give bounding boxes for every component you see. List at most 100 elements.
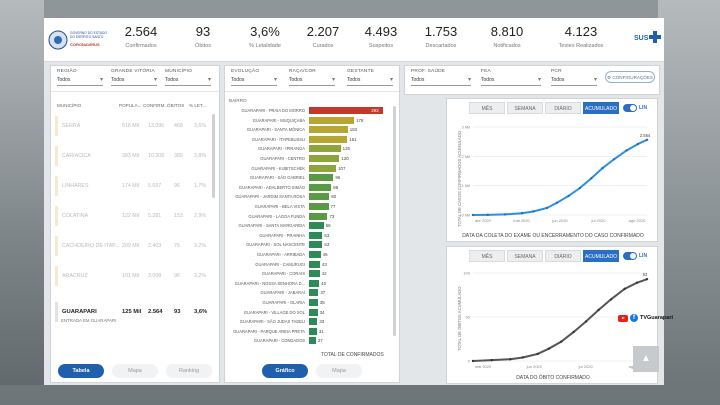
tab-mapa-bairros[interactable]: Mapa (316, 364, 362, 378)
table-row[interactable]: ARACRUZ 101 Mil 3.008 96 3,2% (55, 266, 213, 286)
bar-row[interactable]: GUARAPARI - ARRIBADA 46 (225, 250, 395, 259)
col-municipio[interactable]: MUNICÍPIO (57, 103, 82, 108)
table-cell-ob: 96 (174, 273, 180, 279)
bar-row[interactable]: GUARAPARI - SOL NASCENTE 53 (225, 240, 395, 249)
kpi-card: 93 Óbitos (172, 24, 234, 50)
filter-pcr[interactable]: PCR Todos (551, 69, 597, 86)
bar-row[interactable]: GUARAPARI - MUQUIÇABA 178 (225, 116, 395, 125)
col-confirmados[interactable]: CONFIRM... (143, 103, 169, 108)
cases-lin-toggle[interactable]: LIN (623, 103, 647, 113)
scroll-top-button[interactable]: ▲ (633, 346, 659, 372)
bar-row[interactable]: GUARAPARI - JABARAÍ 37 (225, 288, 395, 297)
data-point (635, 281, 639, 284)
bar-row[interactable]: GUARAPARI - VILLAGE DO SOL 34 (225, 308, 395, 317)
x-tick-label: ago 2020 (629, 218, 646, 223)
bar-chart-scrollbar[interactable] (393, 106, 396, 336)
bar-row[interactable]: GUARAPARI - SÃO GABRIEL 96 (225, 173, 395, 182)
col-populacao[interactable]: POPULA... (119, 103, 142, 108)
deaths-chart-tabs: MÊS SEMANA DIÁRIO ACUMULADO (469, 250, 619, 262)
table-row[interactable]: SERRA 518 Mil 13.096 468 3,6% (55, 116, 213, 136)
col-letalidade[interactable]: % LET... (189, 103, 207, 108)
table-row[interactable]: COLATINA 122 Mil 5.281 153 2,9% (55, 206, 213, 226)
cases-tab-diario[interactable]: DIÁRIO (545, 102, 581, 114)
filter-raca-cor[interactable]: RAÇA/COR Todos (289, 69, 335, 86)
table-cell-name: COLATINA (62, 213, 89, 219)
deaths-xlabel: DATA DO ÓBITO CONFIRMADO (516, 375, 590, 381)
tab-ranking[interactable]: Ranking (166, 364, 212, 378)
x-tick-label: jun 2020 (551, 218, 568, 223)
bar-row[interactable]: GUARAPARI - ITAPEBUSSU 151 (225, 135, 395, 144)
state-logo: GOVERNO DO ESTADO DO ESPÍRITO SANTO CORO… (48, 30, 107, 50)
bar-row[interactable]: GUARAPARI - CENTRO 120 (225, 154, 395, 163)
bar-row[interactable]: GUARAPARI - IPIRANGA 125 (225, 144, 395, 153)
filter-evolucao[interactable]: EVOLUÇÃO Todos (231, 69, 277, 86)
deaths-tab-acumulado[interactable]: ACUMULADO (583, 250, 619, 262)
bar (309, 116, 355, 124)
tab-mapa[interactable]: Mapa (112, 364, 158, 378)
bar-row[interactable]: GUARAPARI - PRAINHA 53 (225, 231, 395, 240)
cases-tab-mes[interactable]: MÊS (469, 102, 505, 114)
filter-regiao[interactable]: REGIÃO Todos (57, 69, 103, 86)
bar-row[interactable]: GUARAPARI - CAMURUGI 43 (225, 260, 395, 269)
bar-row[interactable]: GUARAPARI - PRAIA DO MORRO 293 (225, 106, 395, 115)
table-row[interactable]: CACHOEIRO DE ITAP... 209 Mil 2.403 76 3,2% (55, 236, 213, 256)
deaths-tab-mes[interactable]: MÊS (469, 250, 505, 262)
filter-grande-vitoria[interactable]: GRANDE VITÓRIA Todos (111, 69, 157, 86)
bar-row[interactable]: GUARAPARI - ADALBERTO SIMÃO 88 (225, 183, 395, 192)
bar-value: 80 (331, 194, 337, 200)
settings-button[interactable]: ⚙ CONFIGURAÇÕES (605, 71, 655, 83)
cases-tab-acumulado[interactable]: ACUMULADO (583, 102, 619, 114)
table-row-selected[interactable]: GUARAPARI 125 Mil 2.564 93 3,6% (55, 302, 213, 322)
bar-row[interactable]: GUARAPARI - CORAIS 42 (225, 269, 395, 278)
bar-row[interactable]: GUARAPARI - KUBITSCHEK 107 (225, 164, 395, 173)
bar-row[interactable]: GUARAPARI - PARQUE AREIA PRETA 31 (225, 327, 395, 336)
bar-row[interactable]: GUARAPARI - BELA VISTA 77 (225, 202, 395, 211)
bar-value: 42 (321, 271, 327, 277)
cases-tab-semana[interactable]: SEMANA (507, 102, 543, 114)
table-cell-let: 3,2% (194, 243, 207, 249)
tab-grafico[interactable]: Gráfico (262, 364, 308, 378)
kpi-label: Suspeitos (368, 43, 394, 49)
filter-fea[interactable]: FEA Todos (481, 69, 541, 86)
table-row[interactable]: LINHARES 174 Mil 5.697 96 1,7% (55, 176, 213, 196)
kpi-label: Notificados (493, 43, 521, 49)
table-scrollbar[interactable] (212, 114, 215, 198)
deaths-tab-diario[interactable]: DIÁRIO (545, 250, 581, 262)
bar (309, 327, 317, 335)
bar-label: GUARAPARI - ARRIBADA (256, 252, 305, 257)
table-cell-ob: 389 (174, 153, 183, 159)
bar-row[interactable]: GUARAPARI - NOSSA SENHORA D... 40 (225, 279, 395, 288)
facebook-icon: f (630, 314, 638, 322)
table-row[interactable]: CARIACICA 383 Mil 10.208 389 3,8% (55, 146, 213, 166)
table-cell-conf: 5.281 (148, 213, 162, 219)
col-obitos[interactable]: ÓBITOS (167, 103, 185, 108)
bar-value: 40 (321, 280, 327, 286)
x-tick-label: jul 2020 (578, 364, 594, 369)
bar-row[interactable]: GUARAPARI - JARDIM SANTA ROSA 80 (225, 192, 395, 201)
bar-row[interactable]: GUARAPARI - CONDADOS 27 (225, 336, 395, 345)
filter-prof-saude[interactable]: PROF. SAÚDE Todos (411, 69, 471, 86)
bar-label: GUARAPARI - SOL NASCENTE (246, 242, 305, 248)
bar-row[interactable]: GUARAPARI - SANTA MÔNICA 153 (225, 125, 395, 134)
kpi-label: Curados (312, 43, 334, 49)
deaths-tab-semana[interactable]: SEMANA (507, 250, 543, 262)
bar-row[interactable]: GUARAPARI - OLARIA 35 (225, 298, 395, 307)
data-point (490, 358, 493, 362)
bar-label: GUARAPARI - KUBITSCHEK (251, 165, 305, 171)
deaths-lin-toggle[interactable]: LIN (623, 251, 647, 261)
filter-municipio[interactable]: MUNICÍPIO Todos (165, 69, 211, 86)
kpi-card: 2.564 Confirmados (110, 24, 172, 50)
logo-text-1: GOVERNO DO ESTADO (70, 31, 107, 35)
background-bottom (0, 385, 720, 405)
bar-row[interactable]: GUARAPARI - SÃO JUDAS TADEU 33 (225, 317, 395, 326)
table-cell-ob: 76 (174, 243, 180, 249)
tab-tabela[interactable]: Tabela (58, 364, 104, 378)
bar-value: 35 (319, 300, 325, 305)
bar-row[interactable]: GUARAPARI - LAGOA FUNDA 73 (225, 212, 395, 221)
filter-gestante[interactable]: GESTANTE Todos (347, 69, 393, 86)
social-badge[interactable]: f TVGuarapari (618, 314, 673, 322)
x-tick-label: jul 2020 (590, 218, 606, 223)
bar-label: GUARAPARI - CAMURUGI (255, 261, 305, 267)
bar-label: GUARAPARI - OLARIA (262, 300, 305, 305)
bar-row[interactable]: GUARAPARI - SANTA MARGARIDA 58 (225, 221, 395, 230)
